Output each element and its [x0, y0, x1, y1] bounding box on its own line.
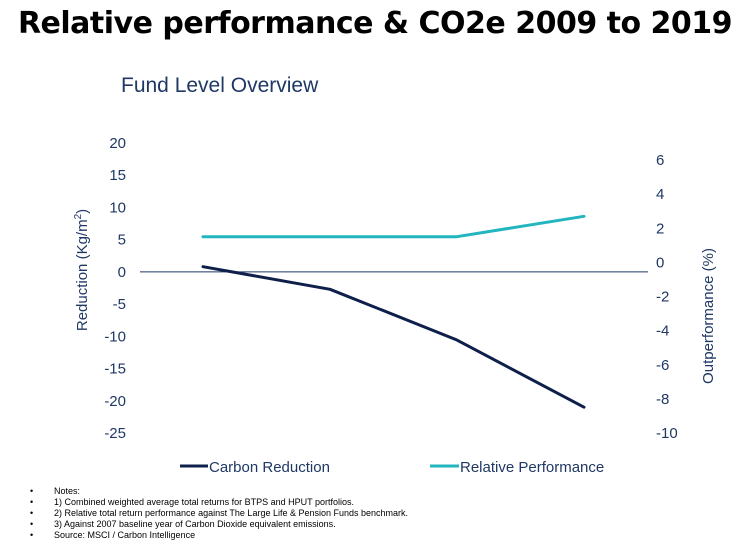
left-axis-ticks: 20 15 10 5 0 -5 -10 -15 -20 -25 [104, 135, 126, 442]
note-item: • Notes: [30, 486, 730, 497]
notes-list: • Notes: • 1) Combined weighted average to… [30, 486, 730, 541]
left-tick-label: -15 [104, 361, 126, 378]
bullet: • [30, 497, 34, 507]
right-tick-label: 6 [656, 152, 664, 169]
right-axis-ticks: 6 4 2 0 -2 -4 -6 -8 -10 [656, 152, 678, 442]
note-text: 3) Against 2007 baseline year of Carbon … [54, 519, 336, 529]
left-tick-label: -5 [113, 296, 126, 313]
left-axis-label: Reduction (Kg/m2) [73, 209, 91, 331]
left-tick-label: 10 [109, 199, 126, 216]
series-lines [201, 214, 586, 409]
note-text: Source: MSCI / Carbon Intelligence [54, 530, 196, 540]
right-tick-label: -2 [656, 289, 669, 306]
left-tick-label: -10 [104, 328, 126, 345]
bullet: • [30, 508, 34, 518]
chart-subtitle: Fund Level Overview [121, 74, 319, 97]
right-tick-label: -10 [656, 425, 678, 442]
bullet: • [30, 519, 34, 529]
left-tick-label: 5 [118, 232, 126, 249]
right-tick-label: 2 [656, 220, 664, 237]
left-tick-label: 0 [118, 264, 126, 281]
right-tick-label: -6 [656, 357, 669, 374]
note-item: • 1) Combined weighted average total retu… [30, 497, 730, 508]
right-tick-label: 4 [656, 186, 664, 203]
note-text: 1) Combined weighted average total retur… [54, 497, 354, 507]
right-tick-label: -8 [656, 391, 669, 408]
note-item: • 2) Relative total return performance ag… [30, 508, 730, 519]
left-tick-label: -20 [104, 393, 126, 410]
series-line-relative-performance [201, 214, 586, 239]
legend: Carbon Reduction Relative Performance [180, 459, 604, 476]
series-line-carbon-reduction [201, 265, 586, 409]
note-item: • Source: MSCI / Carbon Intelligence [30, 530, 730, 541]
left-tick-label: 15 [109, 167, 126, 184]
note-item: • 3) Against 2007 baseline year of Carbon… [30, 519, 730, 530]
note-text: Notes: [54, 486, 81, 496]
page-title: Relative performance & CO2e 2009 to 2019 [17, 6, 733, 41]
left-tick-label: 20 [109, 135, 126, 152]
right-tick-label: 0 [656, 254, 664, 271]
bullet: • [30, 486, 34, 496]
bullet: • [30, 530, 34, 540]
legend-label-relative-performance: Relative Performance [460, 459, 604, 476]
note-text: 2) Relative total return performance aga… [54, 508, 409, 518]
right-tick-label: -4 [656, 323, 669, 340]
legend-item-carbon-reduction: Carbon Reduction [180, 459, 330, 476]
left-tick-label: -25 [104, 425, 126, 442]
legend-label-carbon-reduction: Carbon Reduction [209, 459, 330, 476]
right-axis-label: Outperformance (%) [700, 248, 717, 384]
legend-item-relative-performance: Relative Performance [430, 459, 604, 476]
